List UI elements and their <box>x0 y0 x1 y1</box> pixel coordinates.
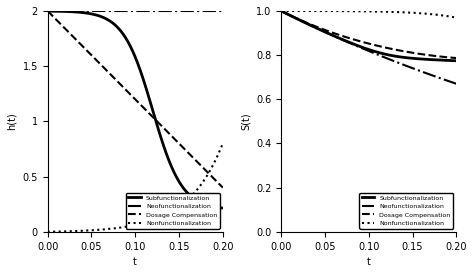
Legend: Subfunctionalization, Neofunctionalization, Dosage Compensation, Nonfunctionaliz: Subfunctionalization, Neofunctionalizati… <box>126 193 219 229</box>
Legend: Subfunctionalization, Neofunctionalization, Dosage Compensation, Nonfunctionaliz: Subfunctionalization, Neofunctionalizati… <box>359 193 453 229</box>
Y-axis label: h(t): h(t) <box>7 113 17 130</box>
Y-axis label: S(t): S(t) <box>240 113 250 130</box>
X-axis label: t: t <box>367 257 371 267</box>
X-axis label: t: t <box>133 257 137 267</box>
